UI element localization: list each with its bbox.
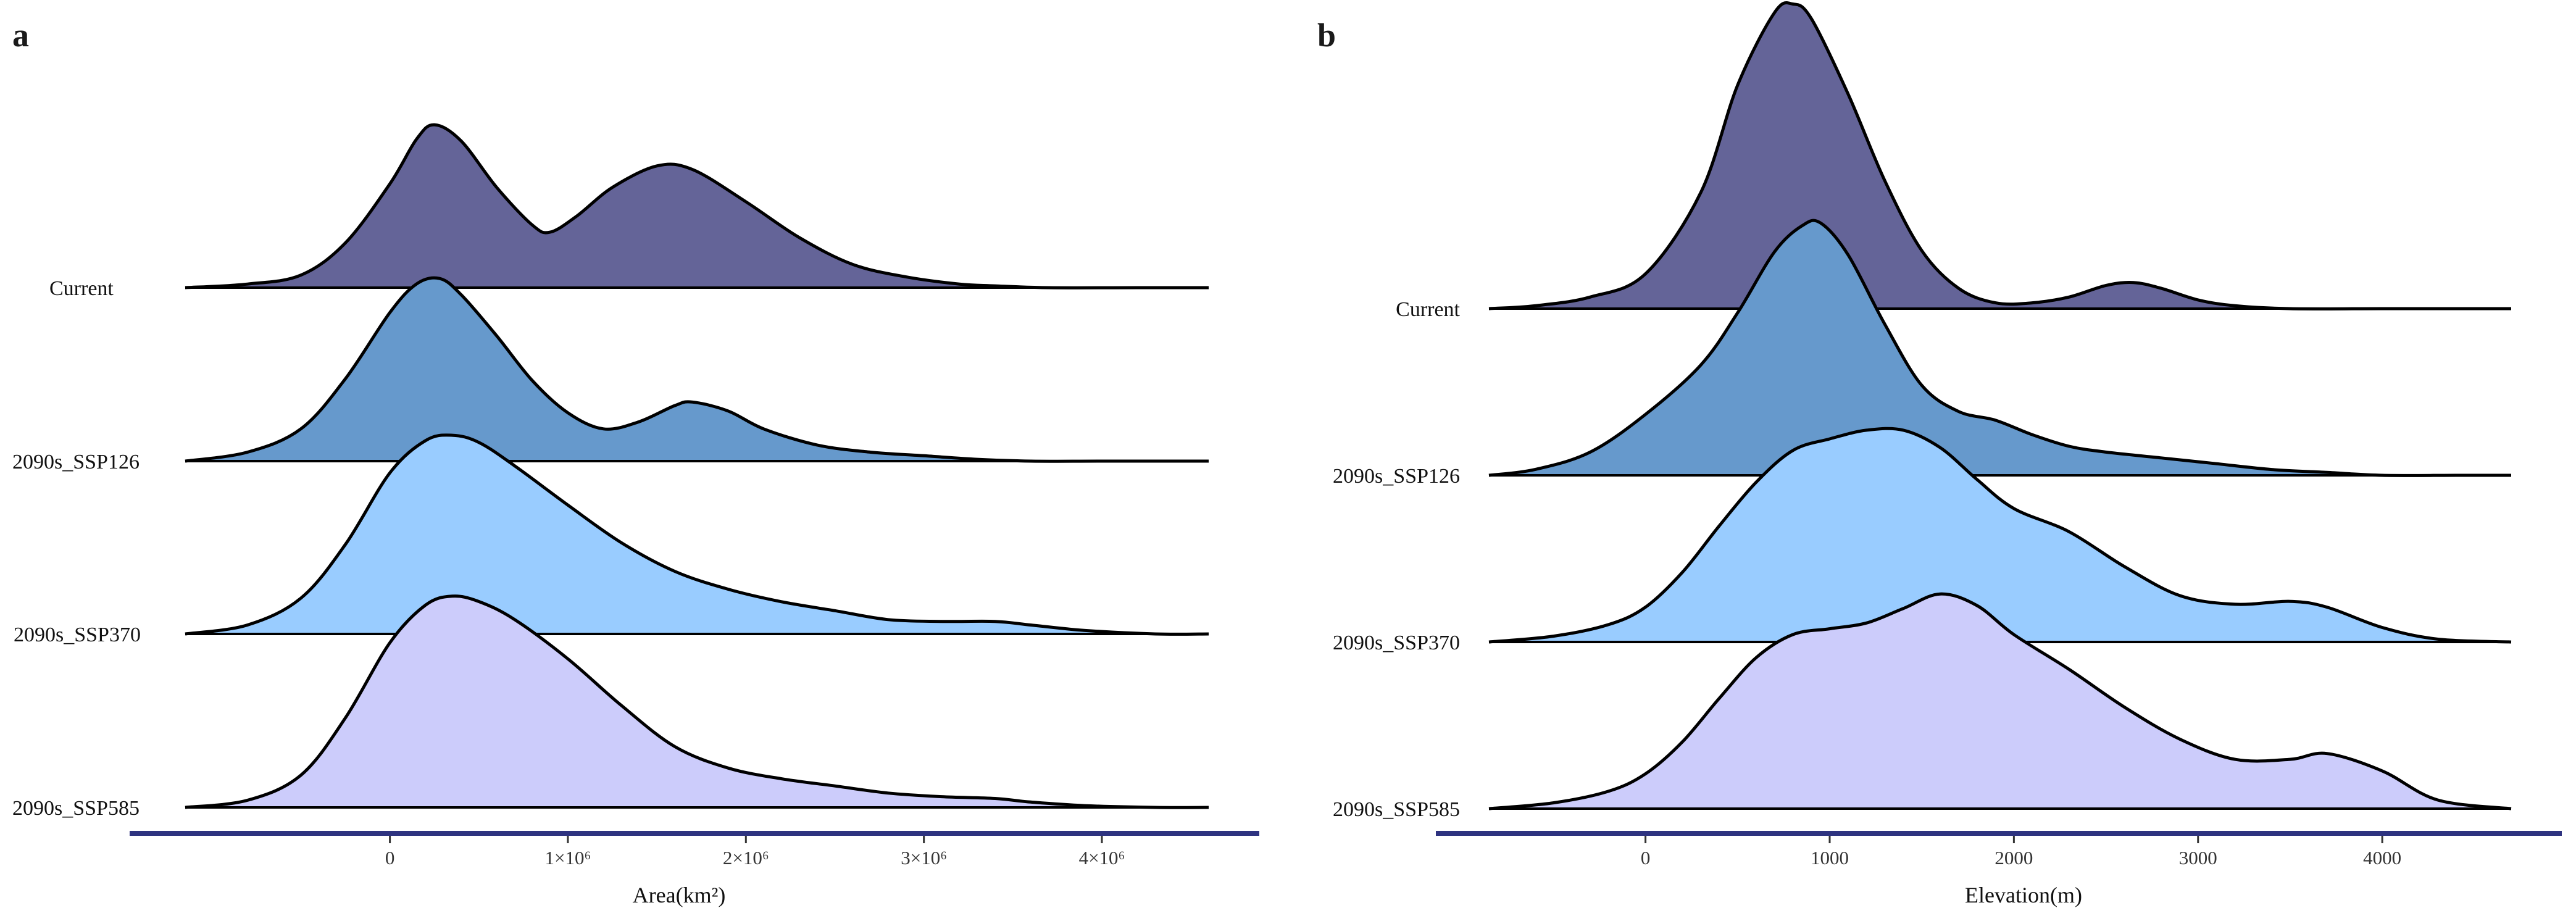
x-tick-label: 0 <box>1641 847 1651 869</box>
panel-label-a: a <box>12 17 29 54</box>
category-label-2090s_SSP370: 2090s_SSP370 <box>14 623 141 646</box>
ridge-2090s_SSP370 <box>185 433 1209 636</box>
ridge-2090s_SSP585 <box>1488 592 2512 811</box>
ridge-line-2090s_SSP585 <box>1488 592 2512 811</box>
x-tick-label: 2000 <box>1995 847 2033 869</box>
x-tick-label: 3×10⁶ <box>901 847 947 869</box>
ridge-fill-2090s_SSP370 <box>1489 428 2511 642</box>
x-tick-label: 1000 <box>1811 847 1849 869</box>
panel-a: a Current 2090s_SSP126 2090s_SSP370 2090s_SS… <box>12 17 1259 907</box>
ridge-fill-2090s_SSP585 <box>1489 594 2511 809</box>
ridge-2090s_SSP585 <box>185 594 1209 809</box>
ridge-fill-2090s_SSP585 <box>185 596 1209 808</box>
ridge-fill-2090s_SSP126 <box>185 278 1209 462</box>
ridge-Current <box>1488 1 2511 310</box>
category-label-2090s_SSP585: 2090s_SSP585 <box>12 797 140 820</box>
ridge-line-Current <box>185 123 1209 290</box>
ridge-Current <box>185 123 1209 290</box>
panel-b: b Current 2090s_SSP126 2090s_SSP370 2090s_SS… <box>1317 1 2562 907</box>
ridge-line-2090s_SSP585 <box>185 594 1209 809</box>
panel-label-b: b <box>1317 17 1336 54</box>
x-tick-label: 1×10⁶ <box>545 847 591 869</box>
x-axis-title: Elevation(m) <box>1965 883 2082 907</box>
x-tick-label: 4000 <box>2363 847 2401 869</box>
ridge-fill-Current <box>185 125 1209 288</box>
x-tick-label: 4×10⁶ <box>1079 847 1125 869</box>
ridge-fill-Current <box>1489 2 2511 309</box>
ridge-2090s_SSP126 <box>1488 219 2511 477</box>
ridge-2090s_SSP126 <box>185 276 1209 463</box>
category-label-Current: Current <box>1396 298 1460 321</box>
x-axis-title: Area(km²) <box>633 883 726 907</box>
x-tick-label: 3000 <box>2179 847 2217 869</box>
ridge-line-2090s_SSP126 <box>1488 219 2511 477</box>
category-label-2090s_SSP370: 2090s_SSP370 <box>1333 631 1460 654</box>
ridge-fill-2090s_SSP370 <box>185 435 1209 635</box>
category-label-Current: Current <box>49 277 114 300</box>
x-tick-label: 0 <box>385 847 395 869</box>
category-label-2090s_SSP585: 2090s_SSP585 <box>1333 798 1460 821</box>
ridge-line-Current <box>1488 1 2511 310</box>
category-label-2090s_SSP126: 2090s_SSP126 <box>12 451 140 473</box>
category-label-2090s_SSP126: 2090s_SSP126 <box>1333 465 1460 488</box>
ridge-line-2090s_SSP126 <box>185 276 1209 463</box>
ridge-fill-2090s_SSP126 <box>1489 220 2511 476</box>
x-tick-label: 2×10⁶ <box>723 847 769 869</box>
ridge-line-2090s_SSP370 <box>185 433 1209 636</box>
ridge-line-2090s_SSP370 <box>1488 427 2512 644</box>
